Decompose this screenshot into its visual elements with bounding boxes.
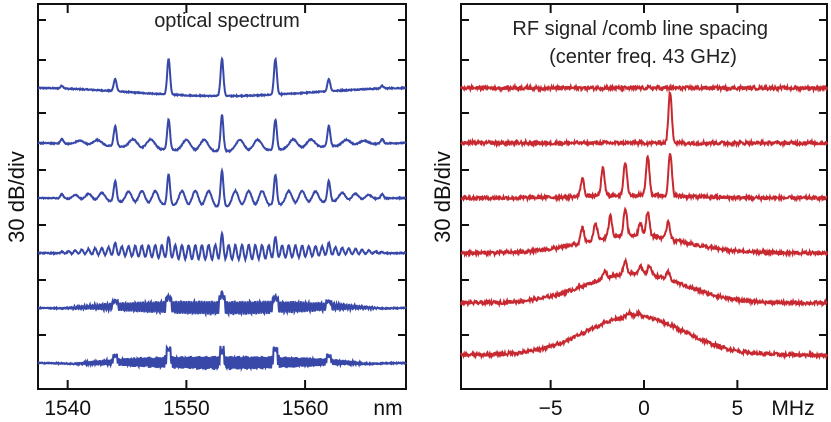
optical-trace-1 (37, 56, 407, 99)
rf-traces (460, 82, 828, 361)
rf-x-unit: MHz (771, 397, 814, 420)
x-tick-label: 1540 (44, 397, 91, 420)
rf-spectrum-panel: RF signal /comb line spacing (center fre… (430, 3, 828, 420)
rf-trace-2 (460, 91, 828, 149)
optical-title: optical spectrum (154, 10, 300, 32)
rf-trace-4 (460, 206, 828, 259)
rf-trace-1 (460, 82, 828, 94)
rf-title-line-2: (center freq. 43 GHz) (549, 46, 737, 68)
optical-x-tick-labels: 1540 1550 1560 (44, 397, 328, 420)
optical-trace-4 (37, 229, 407, 264)
optical-traces (37, 56, 407, 373)
x-tick-label: 1560 (282, 397, 329, 420)
rf-ticks (461, 4, 827, 389)
rf-title-line-1: RF signal /comb line spacing (512, 18, 768, 40)
optical-plot-frame (37, 3, 407, 390)
optical-spectrum-panel: optical spectrum 30 dB/div 1540 1550 1560 … (4, 3, 407, 420)
rf-trace-5 (460, 256, 828, 308)
x-tick-label: 0 (638, 397, 650, 420)
optical-trace-5 (37, 290, 407, 318)
x-tick-label: −5 (539, 397, 563, 420)
optical-ticks (38, 4, 406, 389)
x-tick-label: 1550 (163, 397, 210, 420)
optical-y-label: 30 dB/div (4, 151, 29, 243)
optical-trace-6 (37, 344, 407, 373)
optical-trace-2 (37, 114, 407, 154)
optical-x-unit: nm (373, 397, 402, 420)
rf-trace-3 (460, 153, 828, 204)
rf-y-label: 30 dB/div (430, 151, 455, 243)
rf-x-tick-labels: −5 0 5 (539, 397, 744, 420)
optical-trace-3 (37, 166, 407, 208)
rf-trace-6 (460, 307, 828, 361)
x-tick-label: 5 (732, 397, 744, 420)
rf-title: RF signal /comb line spacing (center fre… (512, 18, 773, 68)
